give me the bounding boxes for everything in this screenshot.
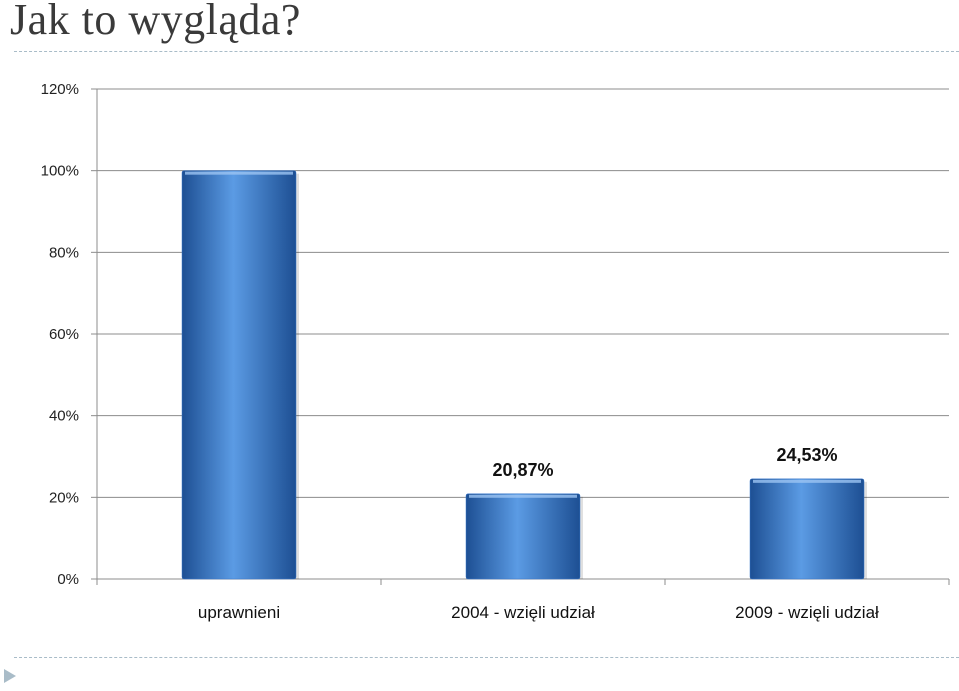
bar	[181, 170, 297, 580]
x-category-label: 2009 - wzięli udział	[735, 603, 879, 622]
data-label: 24,53%	[776, 445, 837, 465]
y-tick-label: 20%	[49, 489, 79, 506]
slide-title: Jak to wygląda?	[10, 0, 301, 44]
bar-highlight	[469, 494, 577, 498]
bars: 20,87% 24,53%	[181, 170, 867, 580]
footer-divider	[14, 657, 959, 658]
bar-highlight	[753, 479, 861, 483]
bar	[749, 478, 865, 580]
y-tick-label: 100%	[41, 163, 79, 180]
x-category-label: uprawnieni	[198, 603, 280, 622]
bar	[465, 493, 581, 580]
y-tick-label: 0%	[57, 571, 79, 588]
triangle-right-icon[interactable]	[2, 668, 18, 684]
y-tick-label: 40%	[49, 408, 79, 425]
x-category-label: 2004 - wzięli udział	[451, 603, 595, 622]
bar-highlight	[185, 171, 293, 175]
y-tick-label: 80%	[49, 244, 79, 261]
y-tick-label: 120%	[41, 81, 79, 98]
data-label: 20,87%	[492, 460, 553, 480]
y-axis: 0% 20% 40% 60% 80% 100% 120%	[41, 81, 79, 588]
title-divider	[14, 51, 959, 52]
x-axis: uprawnieni 2004 - wzięli udział 2009 - wzi…	[198, 603, 879, 622]
y-tick-label: 60%	[49, 326, 79, 343]
